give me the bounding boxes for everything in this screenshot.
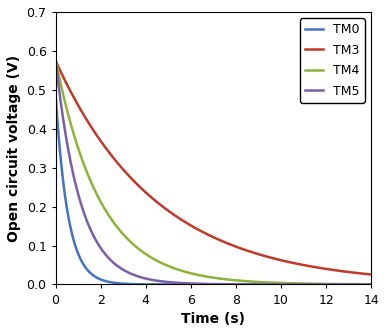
TM4: [270, 281, 274, 285]
TM4: [300, 281, 304, 285]
TM3: [53, 59, 58, 63]
TM3: [181, 219, 186, 223]
TM5: [305, 282, 310, 286]
TM3: [369, 272, 374, 276]
Line: TM0: TM0: [56, 94, 371, 284]
TM3: [300, 263, 304, 267]
TM0: [53, 92, 58, 96]
TM0: [181, 282, 186, 286]
TM4: [53, 58, 58, 62]
TM5: [85, 221, 90, 225]
TM3: [192, 225, 197, 229]
TM5: [369, 282, 374, 286]
TM4: [305, 282, 310, 286]
Line: TM4: TM4: [56, 60, 371, 284]
TM5: [192, 282, 197, 286]
Legend: TM0, TM3, TM4, TM5: TM0, TM3, TM4, TM5: [300, 18, 365, 103]
Line: TM3: TM3: [56, 61, 371, 274]
TM3: [270, 256, 274, 260]
TM0: [369, 282, 374, 286]
TM5: [300, 282, 304, 286]
TM0: [85, 268, 90, 272]
X-axis label: Time (s): Time (s): [181, 312, 245, 326]
TM0: [300, 282, 304, 286]
TM4: [192, 272, 197, 276]
TM4: [85, 172, 90, 176]
TM0: [270, 282, 274, 286]
TM5: [270, 282, 274, 286]
TM0: [192, 282, 197, 286]
TM4: [181, 269, 186, 273]
TM5: [181, 281, 186, 285]
TM3: [85, 120, 90, 124]
TM3: [305, 264, 310, 268]
TM5: [53, 58, 58, 62]
TM0: [305, 282, 310, 286]
Line: TM5: TM5: [56, 60, 371, 284]
Y-axis label: Open circuit voltage (V): Open circuit voltage (V): [7, 55, 21, 242]
TM4: [369, 282, 374, 286]
